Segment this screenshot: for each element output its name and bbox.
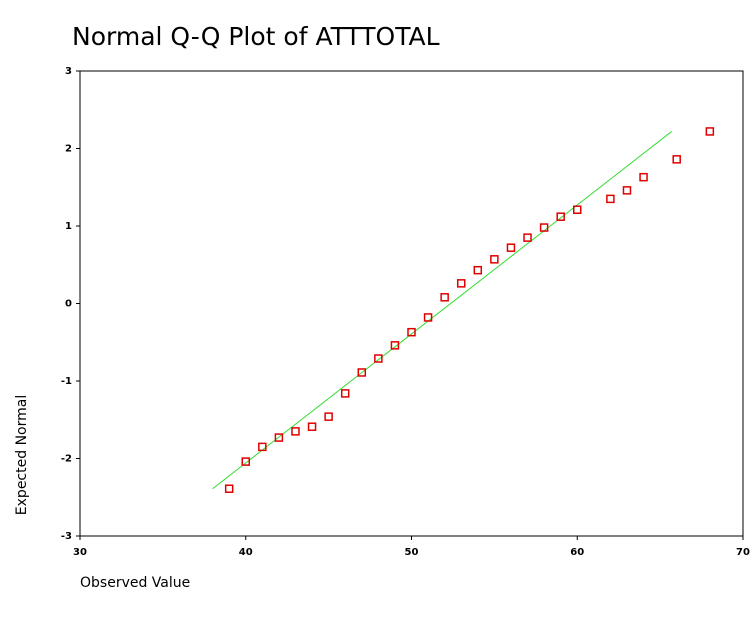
point (423, 313, 433, 322)
x-tick-label: 30 (73, 547, 87, 558)
point (705, 127, 715, 136)
x-tick-label: 50 (405, 547, 419, 558)
point (357, 368, 367, 377)
point (672, 155, 681, 164)
y-tick-label: -2 (61, 454, 72, 465)
point (224, 484, 234, 493)
point (307, 422, 317, 431)
point (473, 265, 483, 275)
point (523, 233, 532, 242)
point (258, 442, 267, 452)
reference-line (212, 131, 673, 490)
plot-frame (79, 70, 744, 537)
chart-title: Normal Q-Q Plot of ATTTOTAL (72, 22, 440, 51)
x-axis-label: Observed Value (80, 575, 190, 591)
point (407, 327, 416, 337)
point (490, 255, 499, 264)
point (573, 205, 582, 214)
point (506, 243, 516, 252)
point (340, 389, 350, 398)
point (556, 212, 565, 221)
point (456, 279, 466, 288)
x-tick-label: 70 (736, 547, 750, 558)
y-tick-label: 1 (65, 221, 72, 232)
point (374, 354, 383, 363)
y-tick-label: 0 (65, 299, 72, 310)
point (440, 293, 449, 302)
point (324, 412, 333, 421)
y-tick-label: -1 (61, 376, 72, 387)
point (639, 172, 648, 182)
point (622, 186, 632, 195)
y-tick-label: 3 (65, 66, 72, 77)
x-tick-label: 40 (239, 547, 253, 558)
point (390, 341, 400, 350)
point (241, 457, 250, 466)
x-tick-label: 60 (570, 547, 584, 558)
point (274, 433, 284, 442)
point (291, 427, 300, 436)
y-tick-label: -3 (61, 531, 72, 542)
point (539, 223, 549, 232)
point (606, 194, 615, 204)
y-axis-label: Expected Normal (14, 395, 30, 515)
y-tick-label: 2 (65, 144, 72, 155)
